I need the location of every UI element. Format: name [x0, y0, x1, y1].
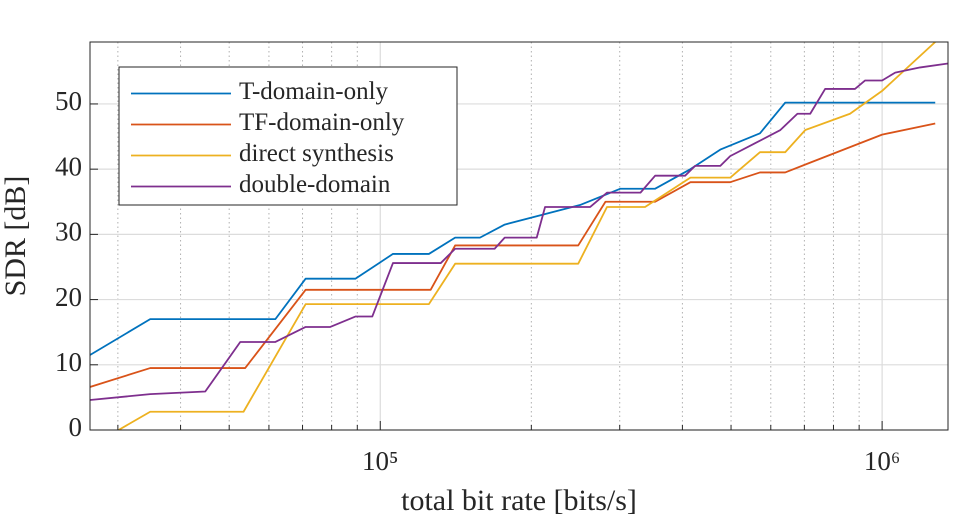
legend-label: TF-domain-only: [239, 109, 405, 136]
x-tick-label: 10⁶: [864, 446, 900, 476]
grid: [90, 42, 948, 431]
plot-frame: [89, 41, 949, 431]
series-line: [90, 101, 936, 356]
series-line: [118, 42, 936, 430]
x-tick-label: 10⁵: [362, 446, 398, 476]
y-tick-label: 20: [55, 282, 82, 312]
series-line: [90, 122, 936, 388]
y-tick-label: 40: [55, 151, 82, 181]
y-tick-label: 0: [69, 412, 83, 442]
y-tick-label: 30: [55, 217, 82, 247]
ticks: 0 10 20 30 40 50 10⁵ 10⁶: [55, 86, 900, 476]
y-tick-label: 10: [55, 347, 82, 377]
legend-box: [118, 66, 458, 206]
legend-label: direct synthesis: [239, 140, 394, 167]
y-tick-label: 50: [55, 86, 82, 116]
lines: [90, 42, 948, 430]
y-axis-label: SDR [dB]: [0, 176, 32, 297]
series-line: [90, 62, 948, 401]
legend: T-domain-only TF-domain-only direct synthe…: [118, 66, 458, 206]
x-axis-label: total bit rate [bits/s]: [401, 484, 637, 517]
legend-label: T-domain-only: [239, 78, 389, 105]
legend-label: double-domain: [239, 171, 391, 198]
